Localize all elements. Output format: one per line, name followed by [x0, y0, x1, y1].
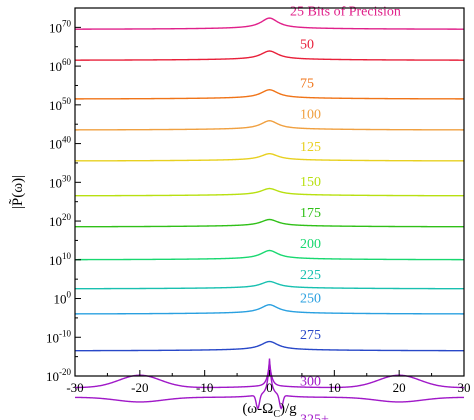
x-tick-label: -20 [131, 380, 148, 395]
series-line [75, 280, 464, 290]
y-tick-label: 1040 [49, 135, 72, 152]
y-tick-label: 1060 [49, 57, 72, 74]
series-line [75, 152, 464, 162]
x-axis-title: (ω-ΩC)/g [242, 401, 297, 420]
series-label: 100 [300, 107, 321, 122]
x-tick-label: 20 [393, 380, 406, 395]
x-axis: -30 -20 -10 0 10 20 30 [66, 370, 471, 395]
series-line [74, 50, 465, 61]
y-tick-label: 1050 [49, 96, 72, 113]
series-label: 50 [300, 38, 314, 53]
series-layer [74, 17, 465, 410]
plot-frame [74, 7, 465, 377]
series-label: 225 [300, 268, 321, 283]
x-tick-label: 0 [266, 380, 273, 395]
series-line [75, 249, 464, 261]
series-line [75, 17, 464, 30]
series-line [75, 304, 464, 315]
y-tick-label: 1010 [49, 251, 72, 268]
x-tick-label: -10 [196, 380, 213, 395]
series-label: 75 [300, 76, 314, 91]
y-tick-label: 1070 [49, 18, 72, 35]
series-label: 300 [300, 375, 321, 390]
series-label: 125 [300, 140, 321, 155]
series-line [75, 340, 464, 352]
series-label: 25 Bits of Precision [290, 5, 401, 20]
series-label: 175 [300, 206, 321, 221]
series-line [75, 187, 464, 197]
y-tick-label: 1020 [49, 212, 72, 229]
y-tick-label: 1030 [49, 173, 72, 190]
x-tick-label: 10 [328, 380, 341, 395]
series-label: 200 [300, 237, 321, 252]
y-tick-label: 100 [54, 290, 72, 307]
y-axis-title: |P̃(ω)| [9, 175, 26, 209]
series-line [74, 358, 465, 410]
y-axis: 10-20 10-10 100 1010 1020 1030 1040 1050 1060 107… [46, 18, 81, 384]
series-label: 150 [300, 175, 321, 190]
x-tick-label: -30 [66, 380, 83, 395]
series-label: 325+ [300, 412, 329, 420]
series-labels: 25 Bits of Precision 50 75 100 125 150 175 200 2… [290, 5, 401, 420]
series-line [75, 89, 464, 100]
y-tick-label: 10-20 [46, 367, 71, 384]
series-line [75, 120, 464, 131]
y-tick-label: 10-10 [46, 328, 71, 345]
series-line [75, 218, 464, 228]
x-tick-label: 30 [458, 380, 471, 395]
series-label: 275 [300, 328, 321, 343]
series-label: 250 [300, 291, 321, 306]
